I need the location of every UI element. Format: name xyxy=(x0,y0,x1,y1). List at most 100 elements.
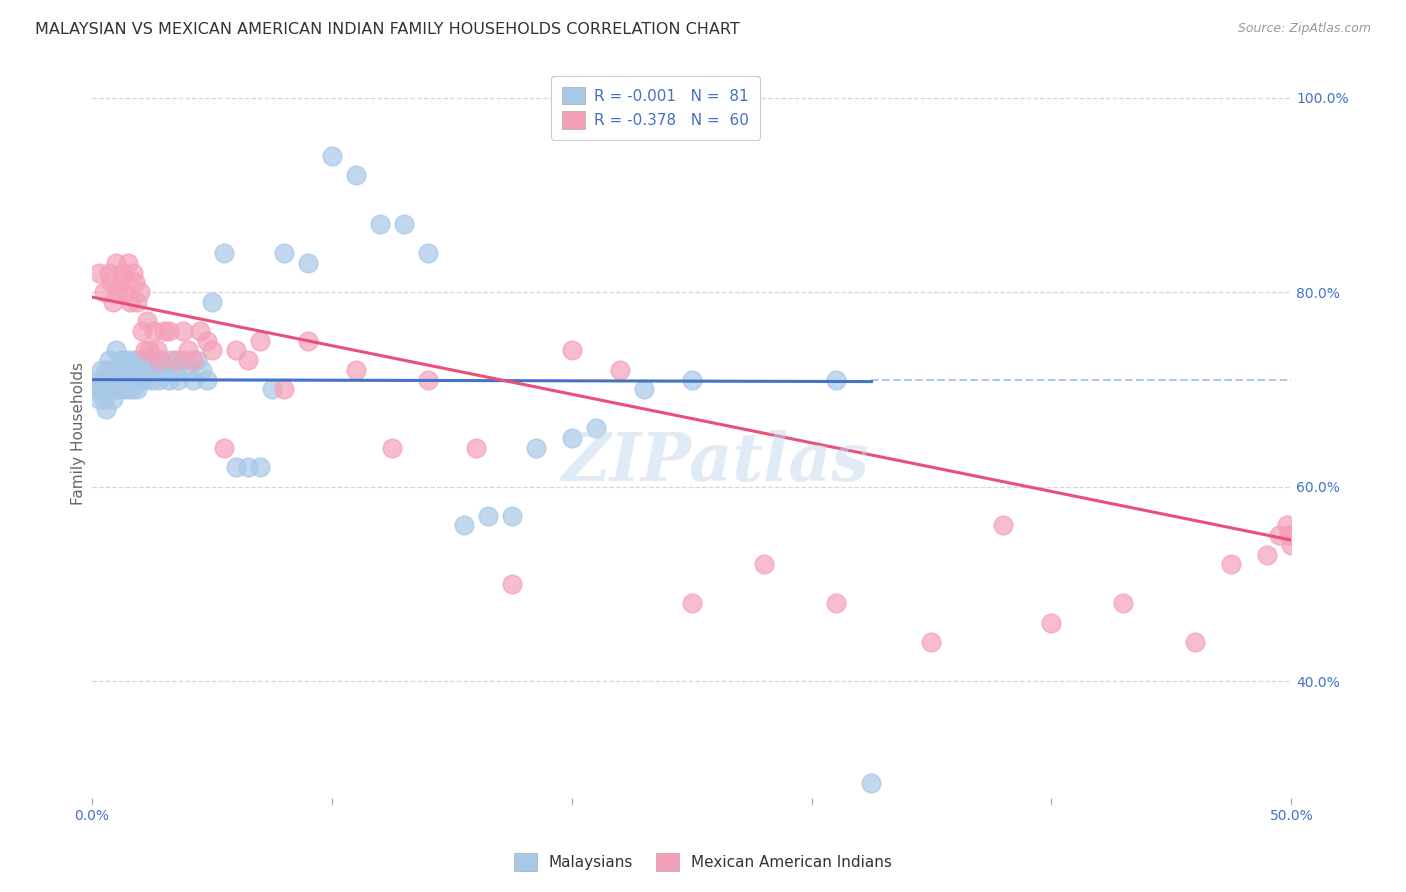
Point xyxy=(225,460,247,475)
Point xyxy=(453,518,475,533)
Point xyxy=(104,363,127,377)
Point xyxy=(86,382,108,396)
Point xyxy=(191,363,214,377)
Point xyxy=(177,363,200,377)
Point xyxy=(681,373,703,387)
Point xyxy=(114,285,136,299)
Point xyxy=(104,256,127,270)
Point xyxy=(152,363,174,377)
Point xyxy=(127,294,149,309)
Point xyxy=(110,373,132,387)
Point xyxy=(177,343,200,358)
Point xyxy=(100,382,122,396)
Point xyxy=(121,363,143,377)
Point xyxy=(297,334,319,348)
Point xyxy=(138,363,160,377)
Point xyxy=(120,353,142,368)
Point xyxy=(1220,558,1243,572)
Point xyxy=(236,353,259,368)
Point xyxy=(111,363,134,377)
Point xyxy=(212,246,235,260)
Point xyxy=(201,343,224,358)
Point xyxy=(100,363,122,377)
Point xyxy=(172,353,194,368)
Point xyxy=(131,363,153,377)
Point xyxy=(188,324,211,338)
Point xyxy=(368,217,391,231)
Point xyxy=(681,596,703,610)
Point xyxy=(93,373,115,387)
Point xyxy=(87,392,110,406)
Point xyxy=(464,441,486,455)
Point xyxy=(195,373,218,387)
Point xyxy=(107,363,129,377)
Point xyxy=(1279,528,1302,542)
Point xyxy=(134,373,156,387)
Legend: Malaysians, Mexican American Indians: Malaysians, Mexican American Indians xyxy=(505,844,901,880)
Point xyxy=(344,363,367,377)
Point xyxy=(124,373,146,387)
Point xyxy=(148,373,170,387)
Point xyxy=(824,596,846,610)
Point xyxy=(1256,548,1278,562)
Y-axis label: Family Households: Family Households xyxy=(72,361,86,505)
Point xyxy=(524,441,547,455)
Point xyxy=(97,373,120,387)
Point xyxy=(501,576,523,591)
Point xyxy=(273,246,295,260)
Legend: R = -0.001   N =  81, R = -0.378   N =  60: R = -0.001 N = 81, R = -0.378 N = 60 xyxy=(551,76,759,140)
Point xyxy=(90,382,112,396)
Point xyxy=(87,373,110,387)
Point xyxy=(104,343,127,358)
Point xyxy=(121,266,143,280)
Point xyxy=(225,343,247,358)
Point xyxy=(416,246,439,260)
Point xyxy=(1184,635,1206,649)
Point xyxy=(860,776,883,790)
Point xyxy=(124,276,146,290)
Point xyxy=(117,256,139,270)
Point xyxy=(120,373,142,387)
Point xyxy=(561,343,583,358)
Point xyxy=(114,353,136,368)
Point xyxy=(87,266,110,280)
Point xyxy=(585,421,607,435)
Point xyxy=(100,276,122,290)
Point xyxy=(117,363,139,377)
Point xyxy=(145,343,167,358)
Point xyxy=(138,343,160,358)
Point xyxy=(609,363,631,377)
Point xyxy=(136,353,159,368)
Point xyxy=(111,266,134,280)
Point xyxy=(260,382,283,396)
Text: MALAYSIAN VS MEXICAN AMERICAN INDIAN FAMILY HOUSEHOLDS CORRELATION CHART: MALAYSIAN VS MEXICAN AMERICAN INDIAN FAM… xyxy=(35,22,740,37)
Point xyxy=(141,373,163,387)
Point xyxy=(321,149,343,163)
Point xyxy=(103,294,125,309)
Point xyxy=(97,266,120,280)
Point xyxy=(392,217,415,231)
Point xyxy=(93,285,115,299)
Point xyxy=(128,353,150,368)
Point xyxy=(107,382,129,396)
Point xyxy=(157,324,180,338)
Point xyxy=(212,441,235,455)
Point xyxy=(752,558,775,572)
Point xyxy=(1040,615,1063,630)
Point xyxy=(136,314,159,328)
Point xyxy=(120,294,142,309)
Point xyxy=(344,169,367,183)
Point xyxy=(249,460,271,475)
Point xyxy=(1112,596,1135,610)
Point xyxy=(477,508,499,523)
Point xyxy=(181,353,204,368)
Point xyxy=(172,324,194,338)
Point xyxy=(143,324,166,338)
Point xyxy=(96,363,118,377)
Point xyxy=(111,382,134,396)
Point xyxy=(1275,518,1298,533)
Point xyxy=(201,294,224,309)
Point xyxy=(195,334,218,348)
Point xyxy=(920,635,942,649)
Point xyxy=(107,285,129,299)
